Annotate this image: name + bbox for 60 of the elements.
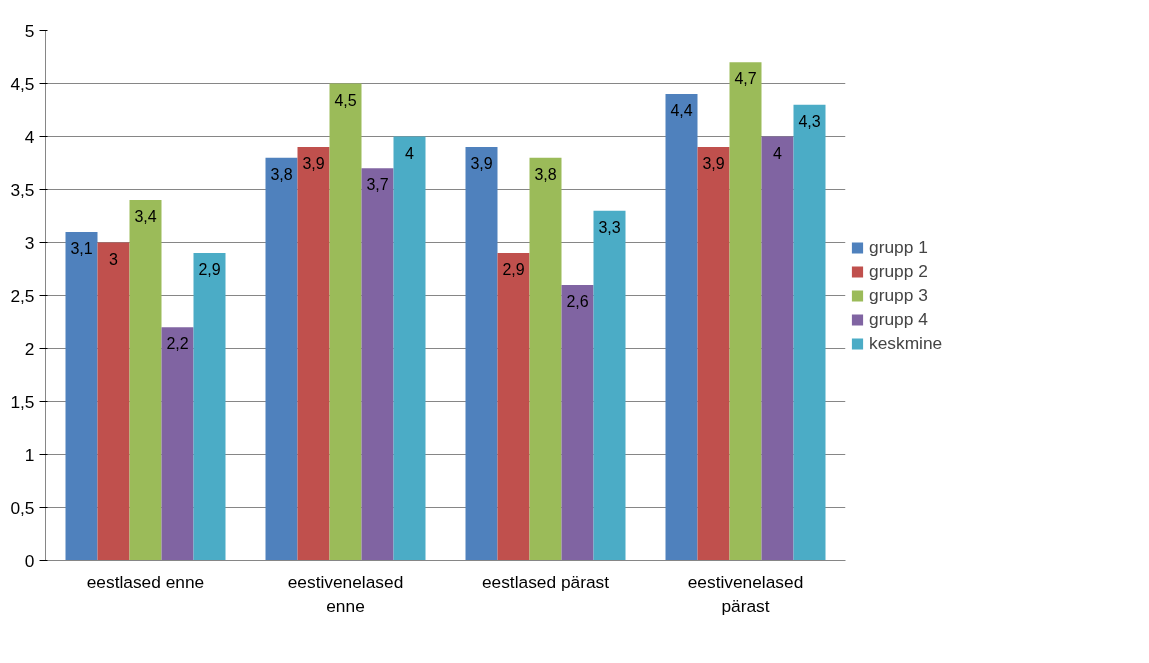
bar	[97, 242, 130, 561]
legend-label: grupp 4	[869, 308, 928, 330]
data-label: 2,9	[502, 261, 525, 279]
y-tick-label: 3	[24, 232, 35, 253]
x-tick-label: eestlased pärast	[481, 571, 610, 592]
y-tick-label: 2	[24, 338, 35, 359]
bar	[793, 104, 826, 561]
data-label: 3	[109, 250, 119, 268]
x-tick-label: eestivenelased enne	[287, 571, 404, 616]
bar	[697, 147, 730, 561]
bar	[193, 253, 226, 561]
legend-label: grupp 3	[869, 284, 928, 306]
bar	[129, 200, 162, 561]
data-label: 4,5	[334, 91, 357, 109]
data-label: 4	[773, 144, 783, 162]
y-tick-label: 2,5	[10, 285, 35, 306]
bar	[497, 253, 530, 561]
data-label: 3,9	[470, 155, 493, 173]
bar	[665, 94, 698, 561]
y-tick-label: 4,5	[10, 73, 35, 94]
data-label: 3,3	[598, 218, 621, 236]
legend-label: keskmine	[869, 332, 943, 354]
data-label: 4	[405, 144, 415, 162]
x-tick-label: eestivenelased pärast	[687, 571, 804, 616]
data-label: 3,1	[70, 239, 93, 257]
x-tick-label: eestlased enne	[86, 571, 205, 592]
y-tick-label: 5	[24, 20, 35, 41]
y-tick-label: 0	[24, 550, 35, 571]
bar	[729, 62, 762, 561]
legend-label: grupp 1	[869, 236, 928, 258]
data-label: 3,9	[302, 155, 325, 173]
data-label: 4,7	[734, 70, 757, 88]
y-tick-label: 1,5	[10, 391, 35, 412]
data-label: 3,8	[534, 165, 557, 183]
data-label: 3,8	[270, 165, 293, 183]
data-label: 3,9	[702, 155, 725, 173]
data-label: 2,2	[166, 335, 189, 353]
bar	[593, 210, 626, 561]
bar	[297, 147, 330, 561]
data-label: 3,7	[366, 176, 389, 194]
bar	[529, 157, 562, 561]
bar	[361, 168, 394, 561]
bar	[329, 83, 362, 561]
data-label: 2,9	[198, 261, 221, 279]
bar	[561, 284, 594, 561]
data-label: 2,6	[566, 292, 589, 310]
bar	[65, 231, 98, 561]
y-tick-label: 1	[24, 444, 35, 465]
bar	[465, 147, 498, 561]
bar	[393, 136, 426, 561]
y-tick-label: 4	[24, 126, 35, 147]
y-tick-label: 3,5	[10, 179, 35, 200]
data-label: 4,3	[798, 112, 821, 130]
data-label: 4,4	[670, 102, 693, 120]
bar	[265, 157, 298, 561]
bar	[761, 136, 794, 561]
legend-label: grupp 2	[869, 260, 928, 282]
bar	[161, 327, 194, 561]
data-label: 3,4	[134, 208, 157, 226]
y-tick-label: 0,5	[10, 497, 35, 518]
